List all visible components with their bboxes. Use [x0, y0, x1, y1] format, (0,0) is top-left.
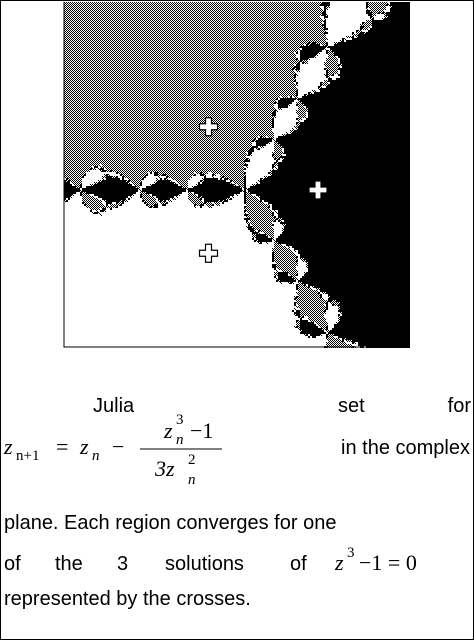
caption-text: in the complex: [341, 437, 470, 459]
formula-part: −: [112, 434, 124, 459]
formula-part: n: [188, 472, 196, 488]
caption-word: Julia: [93, 395, 135, 417]
formula-part: n: [92, 448, 100, 464]
formula-part: 3z: [154, 456, 175, 481]
equation-part: z: [334, 550, 344, 575]
root-crosses: [198, 117, 328, 263]
root-cross: [198, 243, 219, 263]
caption-word: of: [290, 553, 307, 575]
formula-part: z: [163, 418, 173, 443]
formula-part: =: [56, 434, 68, 459]
caption-word: solutions: [165, 553, 244, 575]
root-cross: [198, 117, 219, 137]
julia-fractal: [64, 2, 410, 348]
caption-word: of: [4, 553, 21, 575]
caption-word: set: [338, 395, 365, 417]
caption-word: 3: [117, 553, 128, 575]
image-border: [63, 2, 410, 348]
root-cross: [308, 180, 328, 200]
caption-word: the: [55, 553, 83, 575]
formula-part: 2: [188, 452, 196, 468]
equation-part: 3: [347, 545, 355, 561]
formula-part: z: [79, 434, 89, 459]
basin: [64, 2, 392, 348]
formula-part: 3: [176, 412, 184, 428]
formula-part: n: [176, 432, 184, 448]
formula-part: z: [3, 434, 13, 459]
caption-text: plane. Each region converges for one: [4, 512, 336, 534]
formula-part: −1: [190, 418, 213, 443]
caption-word: for: [448, 395, 472, 417]
basin: [64, 2, 410, 348]
equation-part: −1 = 0: [359, 550, 417, 575]
caption-text: represented by the crosses.: [4, 588, 251, 610]
formula-part: n+1: [16, 448, 39, 464]
